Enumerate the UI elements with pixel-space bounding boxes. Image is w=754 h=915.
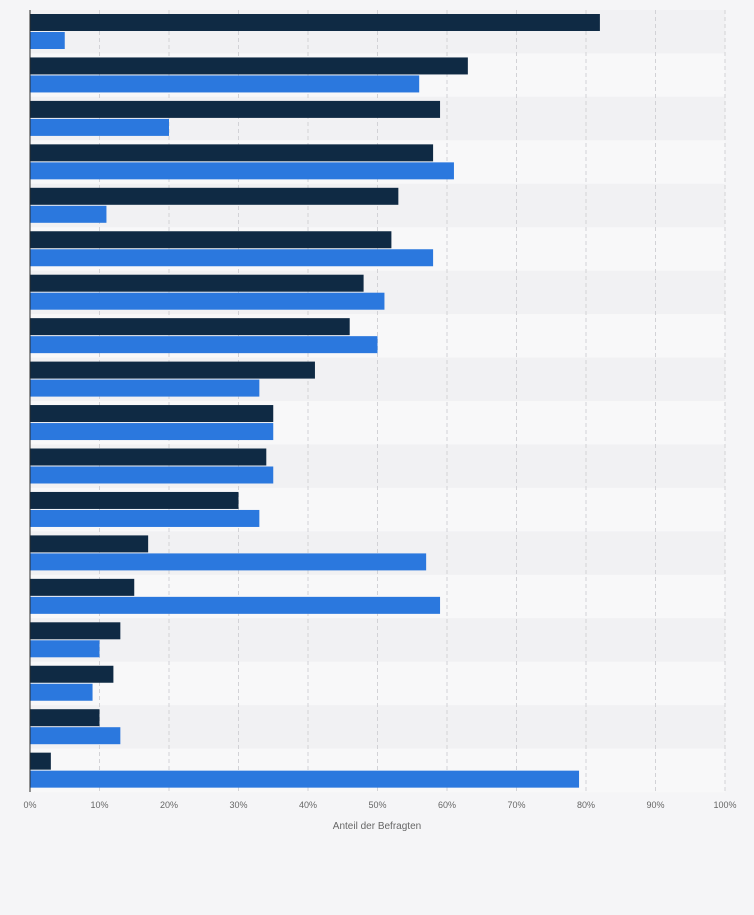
bar-series-1-row-7[interactable]	[30, 274, 364, 292]
bar-series-1-row-18[interactable]	[30, 752, 51, 770]
x-tick-label: 40%	[299, 800, 317, 810]
bar-series-1-row-3[interactable]	[30, 100, 441, 118]
bar-series-1-row-8[interactable]	[30, 318, 350, 336]
bar-series-2-row-16[interactable]	[30, 683, 93, 701]
x-tick-label: 20%	[160, 800, 178, 810]
bar-series-2-row-7[interactable]	[30, 292, 385, 310]
bar-series-2-row-17[interactable]	[30, 727, 121, 745]
bar-series-1-row-9[interactable]	[30, 361, 315, 379]
bar-series-1-row-6[interactable]	[30, 231, 392, 249]
bar-series-2-row-11[interactable]	[30, 466, 274, 484]
x-tick-label: 50%	[368, 800, 386, 810]
bar-series-2-row-18[interactable]	[30, 770, 580, 788]
x-axis-label: Anteil der Befragten	[333, 821, 421, 832]
x-tick-label: 60%	[438, 800, 456, 810]
bar-series-1-row-1[interactable]	[30, 14, 600, 31]
bar-series-1-row-11[interactable]	[30, 448, 267, 466]
bar-series-2-row-13[interactable]	[30, 553, 427, 571]
bar-series-2-row-1[interactable]	[30, 32, 65, 49]
x-tick-label: 0%	[23, 800, 36, 810]
x-tick-label: 30%	[229, 800, 247, 810]
bar-series-2-row-10[interactable]	[30, 423, 274, 441]
bar-series-2-row-12[interactable]	[30, 509, 260, 527]
bar-series-1-row-16[interactable]	[30, 665, 114, 683]
bar-series-1-row-15[interactable]	[30, 622, 121, 640]
x-tick-labels: 0% 10% 20% 30% 40% 50% 60% 70% 80% 90% 100%	[23, 800, 736, 810]
x-tick-label: 90%	[646, 800, 664, 810]
bars	[30, 14, 600, 788]
gridlines	[99, 10, 726, 793]
bar-series-2-row-5[interactable]	[30, 205, 107, 223]
bar-series-1-row-13[interactable]	[30, 535, 149, 553]
x-tick-label: 10%	[90, 800, 108, 810]
bar-series-1-row-2[interactable]	[30, 57, 468, 75]
x-tick-label: 100%	[713, 800, 736, 810]
bar-series-2-row-15[interactable]	[30, 640, 100, 658]
bar-series-1-row-4[interactable]	[30, 144, 434, 162]
bar-series-2-row-9[interactable]	[30, 379, 260, 397]
bar-series-1-row-12[interactable]	[30, 491, 239, 509]
x-tick-label: 80%	[577, 800, 595, 810]
bar-series-2-row-3[interactable]	[30, 118, 169, 136]
bar-series-2-row-14[interactable]	[30, 596, 441, 614]
bar-series-1-row-10[interactable]	[30, 405, 274, 423]
bar-series-2-row-2[interactable]	[30, 75, 420, 93]
bar-series-2-row-6[interactable]	[30, 249, 434, 267]
bar-series-1-row-5[interactable]	[30, 187, 399, 205]
bar-series-1-row-17[interactable]	[30, 709, 100, 727]
bar-series-1-row-14[interactable]	[30, 578, 135, 596]
x-tick-label: 70%	[507, 800, 525, 810]
bar-series-2-row-8[interactable]	[30, 336, 378, 354]
bar-series-2-row-4[interactable]	[30, 162, 454, 180]
